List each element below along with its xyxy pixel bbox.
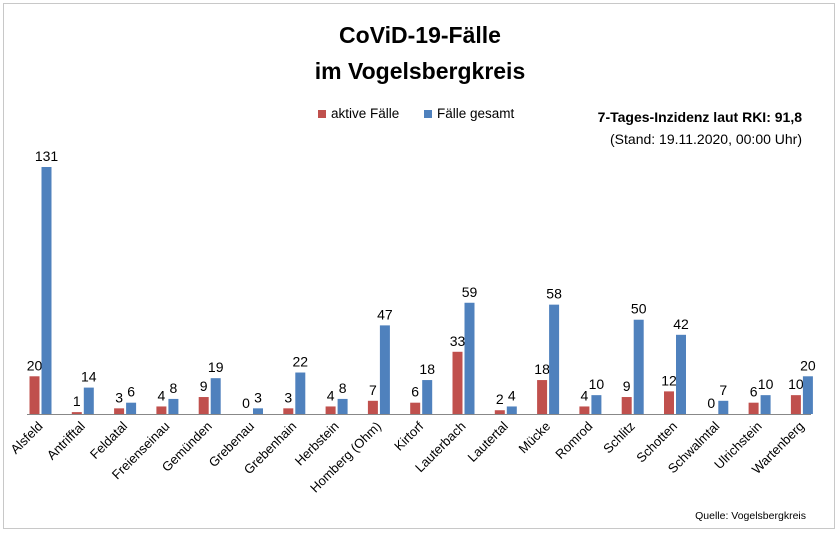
category-label: Kirtorf <box>391 418 426 453</box>
data-label-total: 10 <box>758 376 774 392</box>
data-label-total: 14 <box>81 369 97 385</box>
bar-active <box>790 395 801 414</box>
data-label-total: 20 <box>800 357 816 373</box>
data-label-active: 3 <box>284 389 292 405</box>
bar-active <box>283 408 294 414</box>
bar-total <box>802 376 813 414</box>
data-label-total: 4 <box>508 387 516 403</box>
data-label-active: 3 <box>115 389 123 405</box>
bar-total <box>506 406 517 414</box>
data-label-active: 4 <box>327 387 335 403</box>
data-label-total: 8 <box>170 380 178 396</box>
bar-total <box>760 395 771 414</box>
bar-total <box>379 325 390 414</box>
bar-total <box>337 398 348 414</box>
legend-label-active: aktive Fälle <box>331 106 400 121</box>
chart-subtitle: im Vogelsbergkreis <box>314 58 526 84</box>
data-label-total: 3 <box>254 389 262 405</box>
data-label-active: 9 <box>200 378 208 394</box>
category-label: Romrod <box>552 419 595 462</box>
bar-total <box>168 398 179 414</box>
data-label-active: 10 <box>788 376 804 392</box>
bar-active <box>494 410 505 414</box>
data-label-total: 22 <box>293 354 309 370</box>
legend-item-total: Fälle gesamt <box>424 106 514 121</box>
bar-active <box>71 412 82 414</box>
bar-total <box>83 387 94 414</box>
bar-active <box>664 391 674 414</box>
bar-total <box>126 402 137 414</box>
data-label-active: 0 <box>242 395 250 411</box>
legend-label-total: Fälle gesamt <box>437 106 515 121</box>
incidence-info: 7-Tages-Inzidenz laut RKI: 91,8 <box>597 109 802 125</box>
data-label-active: 6 <box>411 384 419 400</box>
bar-total <box>676 334 686 414</box>
data-label-active: 9 <box>623 378 631 394</box>
bar-total <box>210 378 221 414</box>
category-label: Alsfeld <box>7 419 45 457</box>
bar-active <box>156 406 167 414</box>
category-label: Antrifftal <box>44 418 88 462</box>
bar-active <box>325 406 336 414</box>
data-label-total: 47 <box>377 306 393 322</box>
bar-active <box>452 351 463 414</box>
data-label-total: 58 <box>546 286 562 302</box>
data-label-total: 10 <box>589 376 605 392</box>
data-label-total: 50 <box>631 301 647 317</box>
data-label-active: 20 <box>27 357 43 373</box>
data-label-total: 8 <box>339 380 347 396</box>
bar-active <box>579 406 590 414</box>
category-label: Mücke <box>516 419 554 457</box>
bar-total <box>422 380 433 414</box>
bar-total <box>591 395 602 414</box>
bar-active <box>29 376 40 414</box>
data-label-total: 131 <box>35 148 59 164</box>
source-note: Quelle: Vogelsbergkreis <box>695 510 806 522</box>
category-label: Schlitz <box>600 419 638 457</box>
bar-active <box>114 408 125 414</box>
bar-active <box>621 397 632 414</box>
data-label-total: 19 <box>208 359 224 375</box>
bar-active <box>198 397 209 414</box>
chart-frame <box>3 3 835 529</box>
bar-total <box>464 302 475 414</box>
data-label-total: 7 <box>719 382 727 398</box>
bar-active <box>748 402 759 414</box>
data-label-active: 18 <box>534 361 550 377</box>
bar-active <box>410 402 421 414</box>
data-label-active: 33 <box>450 333 466 349</box>
bar-total <box>549 304 560 414</box>
data-label-total: 18 <box>419 361 435 377</box>
chart-title: CoViD-19-Fälle <box>339 22 501 48</box>
legend-swatch-active <box>318 110 326 118</box>
data-label-active: 1 <box>73 393 81 409</box>
bar-total <box>253 408 263 414</box>
date-info: (Stand: 19.11.2020, 00:00 Uhr) <box>610 131 802 147</box>
data-label-total: 42 <box>673 316 689 332</box>
data-label-active: 4 <box>158 387 166 403</box>
data-label-total: 59 <box>462 284 478 300</box>
category-label: Lautertal <box>465 418 511 464</box>
data-label-active: 4 <box>581 387 589 403</box>
data-label-active: 7 <box>369 382 377 398</box>
bar-total <box>295 372 306 414</box>
data-label-active: 12 <box>661 372 677 388</box>
data-label-active: 2 <box>496 391 504 407</box>
bar-active <box>367 400 378 414</box>
bar-total <box>633 319 644 414</box>
legend-swatch-total <box>424 110 432 118</box>
data-label-total: 6 <box>127 384 135 400</box>
data-label-active: 6 <box>750 384 758 400</box>
bar-total <box>718 400 729 414</box>
bar-total <box>41 167 52 414</box>
data-label-active: 0 <box>707 395 715 411</box>
legend-item-active: aktive Fälle <box>318 106 399 121</box>
bar-active <box>537 380 548 414</box>
